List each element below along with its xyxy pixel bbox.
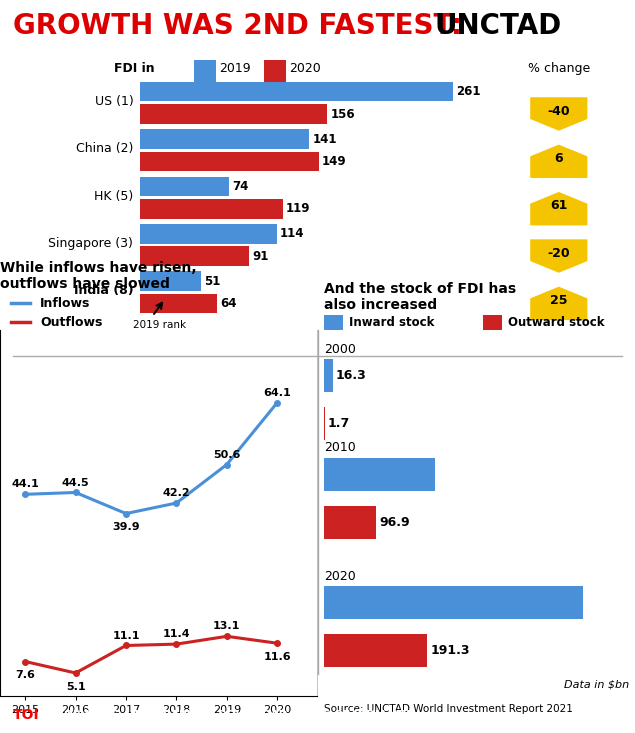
Bar: [140, 152, 319, 172]
Text: 11.1: 11.1: [112, 630, 140, 641]
Text: 119: 119: [286, 202, 311, 216]
Text: 205.6: 205.6: [438, 468, 478, 481]
Text: 7.6: 7.6: [15, 670, 35, 680]
Text: 61: 61: [550, 199, 568, 213]
Bar: [194, 59, 216, 82]
Text: 16.3: 16.3: [336, 369, 366, 382]
Text: Outward stock: Outward stock: [508, 316, 605, 329]
Bar: [140, 104, 327, 124]
Text: -40: -40: [547, 105, 570, 118]
Text: TOI: TOI: [13, 707, 39, 722]
Bar: [140, 82, 453, 101]
Polygon shape: [530, 97, 587, 130]
Bar: [324, 458, 435, 491]
Text: 91: 91: [252, 250, 269, 262]
Text: 114: 114: [280, 227, 304, 240]
Legend: Inflows, Outflows: Inflows, Outflows: [6, 292, 107, 334]
Text: 5.1: 5.1: [66, 682, 86, 692]
Text: 50.6: 50.6: [213, 449, 241, 460]
Polygon shape: [530, 240, 587, 273]
Text: 25: 25: [550, 294, 568, 307]
Text: US (1): US (1): [95, 95, 133, 108]
Text: While inflows have risen,
outflows have slowed: While inflows have risen, outflows have …: [0, 261, 197, 291]
Text: And the stock of FDI has
also increased: And the stock of FDI has also increased: [324, 282, 516, 312]
Text: 44.1: 44.1: [11, 479, 39, 490]
Text: 96.9: 96.9: [379, 516, 410, 528]
Polygon shape: [530, 144, 587, 178]
Text: Inward stock: Inward stock: [349, 316, 434, 329]
Bar: [324, 634, 427, 667]
Text: HK (5): HK (5): [94, 190, 133, 202]
Text: 13.1: 13.1: [213, 622, 241, 631]
Bar: [140, 177, 229, 196]
Bar: [324, 506, 376, 539]
Text: 2010: 2010: [324, 441, 356, 454]
Text: 64.1: 64.1: [264, 388, 291, 398]
Text: Source: UNCTAD World Investment Report 2021: Source: UNCTAD World Investment Report 2…: [324, 704, 573, 714]
Text: 2000: 2000: [324, 342, 356, 356]
Text: 141: 141: [312, 133, 337, 146]
Text: 261: 261: [457, 85, 481, 98]
Text: 2020: 2020: [289, 62, 321, 75]
Text: India (8): India (8): [74, 284, 133, 298]
Text: 74: 74: [232, 180, 248, 193]
Text: 39.9: 39.9: [112, 522, 140, 532]
Text: 2019 rank: 2019 rank: [133, 320, 187, 330]
Text: 51: 51: [204, 275, 220, 287]
Bar: [140, 129, 309, 149]
Text: 42.2: 42.2: [163, 488, 190, 498]
Bar: [264, 59, 286, 82]
Polygon shape: [530, 192, 587, 226]
Bar: [140, 224, 277, 243]
Text: 2020: 2020: [324, 570, 356, 583]
Text: Singapore (3): Singapore (3): [48, 237, 133, 250]
Text: 149: 149: [322, 155, 347, 168]
Text: 191.3: 191.3: [431, 644, 470, 657]
Text: FOR MORE  INFOGRAPHICS DOWNLOAD  TIMES OF INDIA APP: FOR MORE INFOGRAPHICS DOWNLOAD TIMES OF …: [57, 710, 414, 720]
Text: China (2): China (2): [76, 142, 133, 155]
Bar: [140, 246, 249, 266]
Bar: [140, 271, 201, 291]
Text: 44.5: 44.5: [62, 477, 90, 487]
Text: % change: % change: [528, 62, 590, 75]
Text: 480.3: 480.3: [586, 597, 625, 609]
Text: 2019: 2019: [219, 62, 251, 75]
Polygon shape: [530, 287, 587, 320]
Text: UNCTAD: UNCTAD: [435, 12, 562, 40]
Bar: [140, 294, 217, 313]
Text: Data in $bn: Data in $bn: [563, 679, 629, 689]
Text: FDI in: FDI in: [114, 62, 155, 75]
Bar: [324, 315, 343, 330]
Text: 11.4: 11.4: [163, 629, 190, 639]
Bar: [140, 199, 283, 218]
Text: GROWTH WAS 2ND FASTEST:: GROWTH WAS 2ND FASTEST:: [13, 12, 471, 40]
Bar: [324, 586, 583, 619]
Bar: [324, 359, 333, 392]
Text: -20: -20: [547, 247, 570, 259]
Text: 156: 156: [330, 108, 355, 121]
Text: 64: 64: [220, 297, 236, 310]
Text: 1.7: 1.7: [328, 417, 350, 430]
Bar: [483, 315, 502, 330]
Text: 11.6: 11.6: [264, 652, 291, 662]
Text: 6: 6: [554, 152, 563, 165]
